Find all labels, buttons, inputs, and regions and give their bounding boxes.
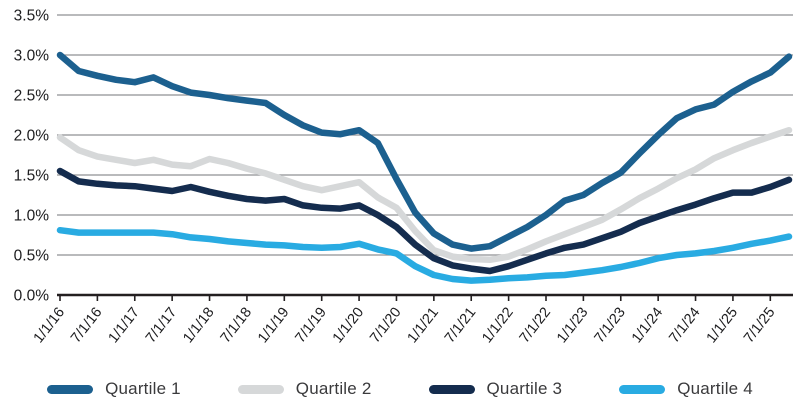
x-axis-tick-label: 7/1/17 bbox=[143, 305, 180, 347]
legend-item-quartile-3: Quartile 3 bbox=[428, 379, 563, 399]
x-axis-tick-label: 7/1/20 bbox=[367, 305, 404, 347]
legend-swatch-icon bbox=[47, 384, 94, 394]
x-axis-tick-label: 7/1/16 bbox=[68, 305, 105, 347]
y-axis-tick-label: 3.0% bbox=[14, 48, 50, 65]
y-axis-tick-label: 3.5% bbox=[14, 8, 50, 25]
y-axis-tick-label: 1.5% bbox=[14, 168, 50, 185]
y-axis-tick-label: 1.0% bbox=[14, 208, 50, 225]
legend-label: Quartile 3 bbox=[486, 379, 563, 398]
chart-legend: Quartile 1 Quartile 2 Quartile 3 Quartile 4 bbox=[0, 372, 800, 406]
series-line-quartile-3 bbox=[56, 167, 793, 275]
x-axis-tick-label: 1/1/25 bbox=[704, 305, 741, 347]
x-axis-tick-label: 1/1/22 bbox=[479, 305, 516, 347]
series-line-quartile-1 bbox=[56, 51, 793, 252]
legend-label: Quartile 4 bbox=[677, 379, 753, 398]
x-axis-tick-label: 1/1/24 bbox=[629, 305, 666, 347]
y-axis-tick-label: 0.0% bbox=[14, 288, 50, 305]
x-axis-tick-label: 1/1/21 bbox=[405, 305, 442, 347]
x-axis-tick-label: 7/1/21 bbox=[442, 305, 479, 347]
x-axis-tick-label: 1/1/18 bbox=[180, 305, 217, 347]
x-axis-tick-label: 7/1/18 bbox=[218, 305, 255, 347]
legend-item-quartile-2: Quartile 2 bbox=[237, 379, 372, 399]
legend-swatch-icon bbox=[237, 384, 284, 394]
x-axis-tick-label: 1/1/17 bbox=[105, 305, 142, 347]
y-axis-tick-label: 2.0% bbox=[14, 128, 50, 145]
legend-item-quartile-1: Quartile 1 bbox=[47, 379, 181, 399]
x-axis-tick-label: 1/1/19 bbox=[255, 305, 292, 347]
series-line-quartile-2 bbox=[56, 126, 793, 264]
x-axis-tick-label: 1/1/23 bbox=[554, 305, 591, 347]
y-axis-tick-label: 2.5% bbox=[14, 88, 50, 105]
series-line-quartile-4 bbox=[56, 226, 793, 284]
x-axis-tick-label: 7/1/24 bbox=[666, 305, 703, 347]
x-axis-tick-label: 7/1/22 bbox=[517, 305, 554, 347]
legend-label: Quartile 2 bbox=[295, 379, 372, 398]
x-axis-tick-label: 1/1/16 bbox=[31, 305, 68, 347]
x-axis-tick-label: 7/1/19 bbox=[292, 305, 329, 347]
x-axis-tick-label: 7/1/23 bbox=[591, 305, 628, 347]
x-axis-tick-label: 1/1/20 bbox=[330, 305, 367, 347]
legend-swatch-icon bbox=[428, 384, 475, 394]
y-axis-tick-label: 0.5% bbox=[14, 248, 50, 265]
legend-item-quartile-4: Quartile 4 bbox=[619, 379, 753, 399]
x-axis-tick-label: 7/1/25 bbox=[741, 305, 778, 347]
legend-label: Quartile 1 bbox=[105, 379, 181, 398]
legend-swatch-icon bbox=[619, 384, 666, 394]
line-chart-canvas: 0.0%0.5%1.0%1.5%2.0%2.5%3.0%3.5%1/1/16 7/… bbox=[14, 8, 793, 347]
